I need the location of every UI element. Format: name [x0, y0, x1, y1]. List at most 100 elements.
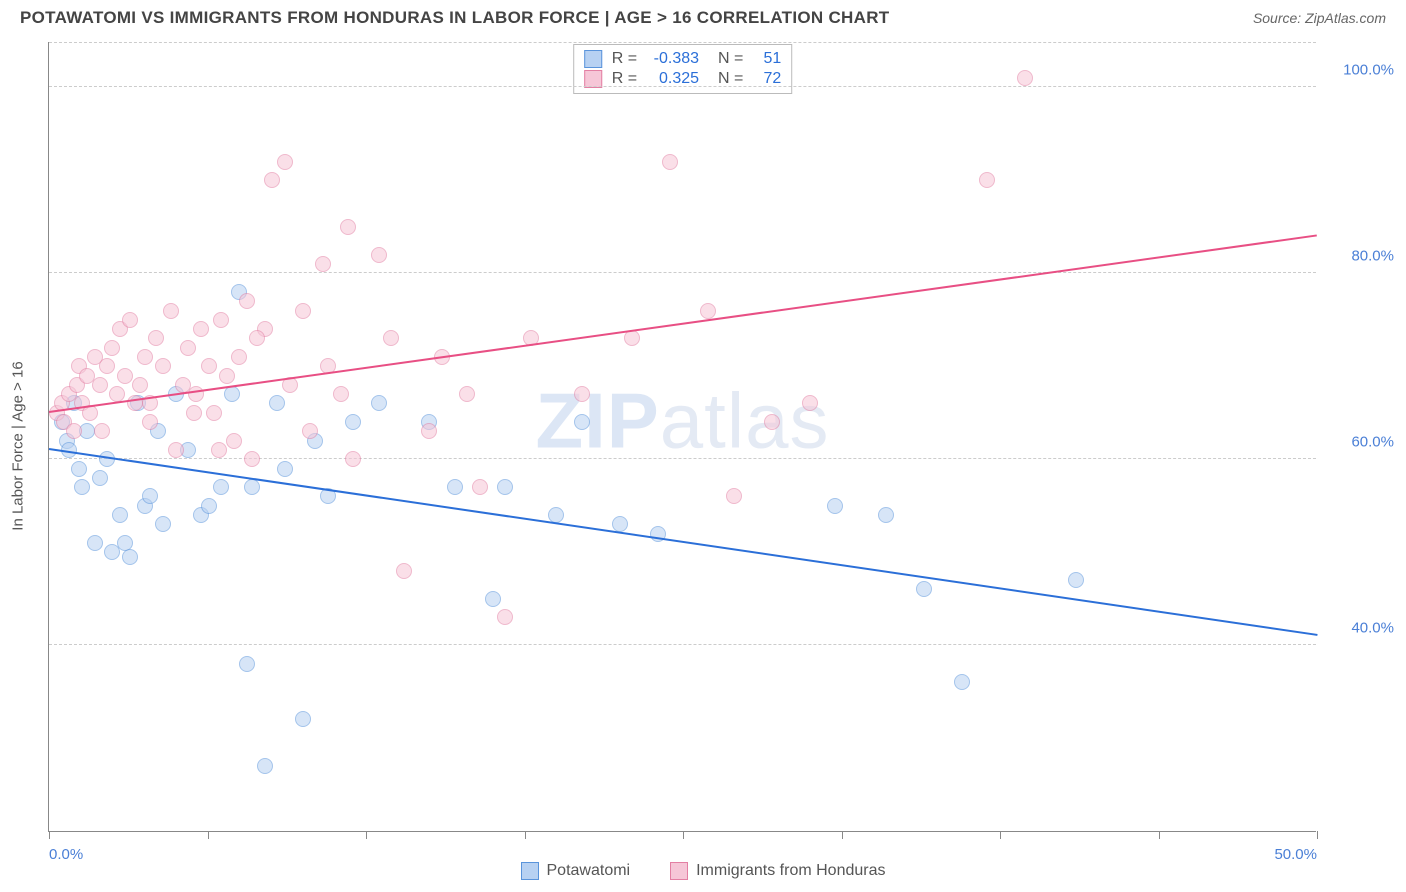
- data-point-honduras: [239, 293, 255, 309]
- chart-header: POTAWATOMI VS IMMIGRANTS FROM HONDURAS I…: [0, 0, 1406, 34]
- data-point-honduras: [764, 414, 780, 430]
- data-point-honduras: [66, 423, 82, 439]
- stats-row-potawatomi: R =-0.383 N =51: [584, 49, 782, 69]
- x-tick: [1317, 831, 1318, 839]
- data-point-potawatomi: [485, 591, 501, 607]
- data-point-honduras: [979, 172, 995, 188]
- stat-r-label: R =: [612, 50, 637, 68]
- data-point-honduras: [302, 423, 318, 439]
- data-point-honduras: [231, 349, 247, 365]
- x-tick: [366, 831, 367, 839]
- y-tick-label: 40.0%: [1326, 620, 1394, 637]
- data-point-honduras: [472, 479, 488, 495]
- data-point-honduras: [459, 386, 475, 402]
- data-point-honduras: [396, 563, 412, 579]
- data-point-honduras: [421, 423, 437, 439]
- data-point-honduras: [624, 330, 640, 346]
- data-point-honduras: [700, 303, 716, 319]
- data-point-potawatomi: [916, 581, 932, 597]
- legend-item: Potawatomi: [521, 862, 631, 880]
- legend-swatch: [521, 862, 539, 880]
- data-point-potawatomi: [345, 414, 361, 430]
- data-point-potawatomi: [295, 711, 311, 727]
- legend-swatch: [670, 862, 688, 880]
- data-point-potawatomi: [447, 479, 463, 495]
- data-point-potawatomi: [213, 479, 229, 495]
- data-point-honduras: [180, 340, 196, 356]
- data-point-potawatomi: [74, 479, 90, 495]
- stat-n-label: N =: [709, 50, 743, 68]
- x-tick: [842, 831, 843, 839]
- x-tick-label: 0.0%: [49, 846, 83, 863]
- legend-item: Immigrants from Honduras: [670, 862, 885, 880]
- legend-label: Potawatomi: [547, 862, 631, 880]
- stat-r-value: 0.325: [647, 70, 699, 88]
- chart-title: POTAWATOMI VS IMMIGRANTS FROM HONDURAS I…: [20, 8, 889, 28]
- legend-label: Immigrants from Honduras: [696, 862, 885, 880]
- data-point-honduras: [497, 609, 513, 625]
- data-point-honduras: [226, 433, 242, 449]
- data-point-potawatomi: [574, 414, 590, 430]
- x-tick: [683, 831, 684, 839]
- data-point-potawatomi: [257, 758, 273, 774]
- stat-n-label: N =: [709, 70, 743, 88]
- gridline: [49, 42, 1316, 43]
- data-point-potawatomi: [371, 395, 387, 411]
- data-point-honduras: [315, 256, 331, 272]
- data-point-potawatomi: [497, 479, 513, 495]
- data-point-honduras: [802, 395, 818, 411]
- data-point-potawatomi: [224, 386, 240, 402]
- y-tick-label: 80.0%: [1326, 248, 1394, 265]
- trendline-potawatomi: [49, 448, 1317, 636]
- data-point-honduras: [142, 414, 158, 430]
- gridline: [49, 458, 1316, 459]
- data-point-potawatomi: [954, 674, 970, 690]
- data-point-potawatomi: [122, 549, 138, 565]
- data-point-potawatomi: [92, 470, 108, 486]
- data-point-honduras: [104, 340, 120, 356]
- x-tick: [1159, 831, 1160, 839]
- data-point-honduras: [211, 442, 227, 458]
- data-point-potawatomi: [142, 488, 158, 504]
- data-point-honduras: [148, 330, 164, 346]
- data-point-honduras: [132, 377, 148, 393]
- data-point-honduras: [92, 377, 108, 393]
- series-legend: Potawatomi Immigrants from Honduras: [0, 862, 1406, 880]
- data-point-honduras: [371, 247, 387, 263]
- x-tick: [49, 831, 50, 839]
- data-point-honduras: [201, 358, 217, 374]
- data-point-potawatomi: [1068, 572, 1084, 588]
- data-point-honduras: [662, 154, 678, 170]
- stat-r-label: R =: [612, 70, 637, 88]
- data-point-honduras: [345, 451, 361, 467]
- x-tick: [208, 831, 209, 839]
- data-point-potawatomi: [87, 535, 103, 551]
- trendline-honduras: [49, 234, 1317, 413]
- data-point-potawatomi: [244, 479, 260, 495]
- gridline: [49, 272, 1316, 273]
- data-point-honduras: [99, 358, 115, 374]
- data-point-potawatomi: [269, 395, 285, 411]
- data-point-potawatomi: [201, 498, 217, 514]
- legend-swatch: [584, 50, 602, 68]
- y-tick-label: 60.0%: [1326, 434, 1394, 451]
- data-point-honduras: [219, 368, 235, 384]
- x-tick-label: 50.0%: [1274, 846, 1317, 863]
- data-point-honduras: [168, 442, 184, 458]
- gridline: [49, 644, 1316, 645]
- data-point-potawatomi: [112, 507, 128, 523]
- data-point-honduras: [277, 154, 293, 170]
- y-tick-label: 100.0%: [1326, 62, 1394, 79]
- data-point-honduras: [340, 219, 356, 235]
- data-point-honduras: [726, 488, 742, 504]
- data-point-potawatomi: [827, 498, 843, 514]
- source-attribution: Source: ZipAtlas.com: [1253, 10, 1386, 26]
- y-axis-label: In Labor Force | Age > 16: [10, 361, 27, 530]
- data-point-potawatomi: [71, 461, 87, 477]
- data-point-honduras: [244, 451, 260, 467]
- gridline: [49, 86, 1316, 87]
- stat-n-value: 72: [753, 70, 781, 88]
- data-point-honduras: [1017, 70, 1033, 86]
- data-point-honduras: [574, 386, 590, 402]
- legend-swatch: [584, 70, 602, 88]
